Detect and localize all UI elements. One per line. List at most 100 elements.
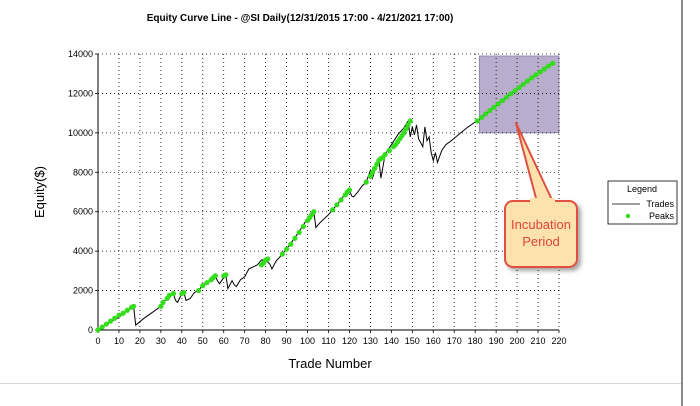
peak-point <box>170 290 177 297</box>
peak-point <box>103 321 109 327</box>
y-tick-label: 4000 <box>73 246 93 256</box>
peak-point <box>363 179 369 185</box>
peak-point <box>386 148 392 154</box>
peak-point <box>296 229 302 236</box>
x-tick-label: 180 <box>468 336 483 346</box>
callout-line-1: Incubation <box>511 217 571 232</box>
peak-point <box>401 130 407 136</box>
legend-peaks-swatch <box>625 213 631 219</box>
peak-point <box>374 161 380 167</box>
x-tick-label: 10 <box>114 336 124 346</box>
legend: Legend Trades Peaks <box>607 180 678 225</box>
x-tick-label: 210 <box>531 336 546 346</box>
trades-line <box>97 119 478 331</box>
peak-point <box>116 312 122 318</box>
peak-point <box>487 107 493 114</box>
peak-point <box>524 78 531 84</box>
peak-point <box>334 202 340 208</box>
peak-point <box>537 69 543 75</box>
y-tick-label: 12000 <box>68 88 93 98</box>
x-tick-label: 190 <box>489 336 504 346</box>
equity-curve-chart: Equity Curve Line - @SI Daily(12/31/2015… <box>32 13 678 371</box>
y-axis-title: Equity($) <box>32 166 47 218</box>
peak-point <box>204 280 210 286</box>
y-tick-label: 14000 <box>68 49 93 59</box>
peak-point <box>107 318 114 324</box>
peak-point <box>382 151 388 158</box>
peak-point <box>369 169 376 175</box>
peak-point <box>512 88 518 94</box>
x-tick-label: 160 <box>426 336 441 346</box>
peak-point <box>520 81 526 87</box>
peak-point <box>99 324 105 330</box>
peak-point <box>166 292 172 299</box>
x-tick-label: 40 <box>177 336 187 346</box>
x-tick-label: 150 <box>405 336 420 346</box>
plot-axes <box>95 53 560 333</box>
peak-point <box>158 303 164 309</box>
y-tick-label: 0 <box>88 325 93 335</box>
x-tick-label: 200 <box>510 336 525 346</box>
peak-point <box>131 303 137 309</box>
window-frame-edge <box>681 0 683 406</box>
legend-title: Legend <box>627 184 657 194</box>
peak-point <box>545 63 552 69</box>
peak-point <box>541 66 547 72</box>
peak-point <box>292 235 298 241</box>
peak-point <box>283 246 290 252</box>
peak-point <box>474 118 480 124</box>
peak-point <box>120 310 126 316</box>
x-tick-label: 90 <box>282 336 292 346</box>
peak-point <box>529 75 535 81</box>
x-axis-title: Trade Number <box>288 356 372 371</box>
legend-box <box>607 180 678 225</box>
peak-point <box>533 72 539 78</box>
x-tick-labels: 0 10 20 30 40 50 60 70 80 90 100 110 120 130 140 150 160… <box>95 336 566 346</box>
peak-point <box>311 209 317 215</box>
peak-point <box>212 273 218 279</box>
x-tick-label: 70 <box>240 336 250 346</box>
peak-point <box>181 289 187 296</box>
x-tick-label: 140 <box>384 336 399 346</box>
callout-joint <box>530 198 555 204</box>
peak-point <box>495 101 501 107</box>
x-tick-label: 120 <box>342 336 357 346</box>
legend-entry-trades: Trades <box>646 199 674 209</box>
peak-point <box>279 251 285 257</box>
peak-point <box>124 307 130 313</box>
incubation-callout: Incubation Period <box>504 122 578 268</box>
peak-point <box>112 315 118 321</box>
peak-point <box>516 84 522 91</box>
peak-point <box>95 327 101 333</box>
x-tick-label: 30 <box>156 336 166 346</box>
x-tick-label: 80 <box>261 336 271 346</box>
peak-point <box>265 256 271 262</box>
x-tick-label: 100 <box>300 336 315 346</box>
grid-lines <box>98 53 560 330</box>
peak-point <box>407 118 413 124</box>
peak-point <box>338 197 344 203</box>
peak-point <box>200 283 206 289</box>
y-tick-label: 8000 <box>73 167 93 177</box>
x-tick-label: 50 <box>198 336 208 346</box>
y-tick-label: 2000 <box>73 286 93 296</box>
window-frame-shadow <box>0 383 681 384</box>
peak-point <box>346 187 353 193</box>
y-tick-label: 6000 <box>73 207 93 217</box>
peak-point <box>367 173 374 179</box>
peak-point <box>478 114 485 121</box>
peak-point <box>288 241 294 247</box>
callout-pointer <box>515 122 554 203</box>
y-tick-label: 10000 <box>68 128 93 138</box>
legend-entry-peaks: Peaks <box>649 211 675 221</box>
peak-point <box>330 207 336 213</box>
peak-point <box>508 91 514 97</box>
x-tick-label: 20 <box>135 336 145 346</box>
chart-title: Equity Curve Line - @SI Daily(12/31/2015… <box>147 13 454 24</box>
callout-line-2: Period <box>522 234 560 249</box>
peak-point <box>195 287 202 294</box>
peak-point <box>223 272 229 278</box>
y-tick-labels: 0 2000 4000 6000 8000 10000 12000 14000 <box>68 49 93 335</box>
peak-point <box>550 60 556 66</box>
x-tick-label: 170 <box>447 336 462 346</box>
